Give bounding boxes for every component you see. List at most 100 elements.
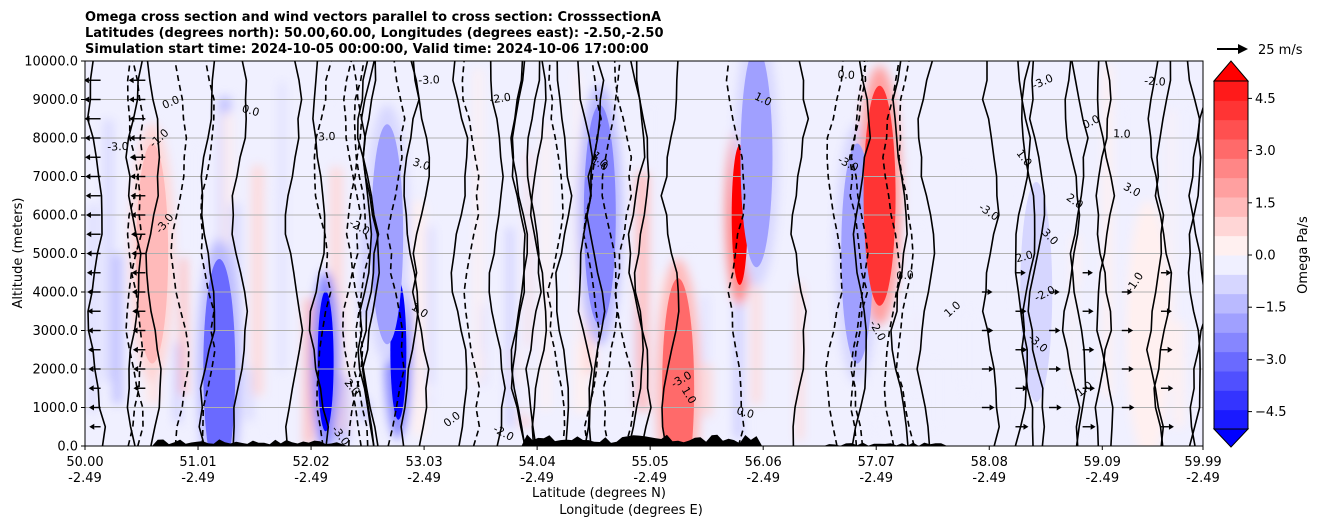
wind-vector [1160, 308, 1172, 315]
wind-vector [1121, 404, 1135, 411]
colorbar-tick-label: −4.5 [1255, 405, 1287, 420]
omega-streak [175, 342, 181, 423]
omega-contour-line [895, 61, 915, 446]
wind-vector [88, 346, 101, 353]
omega-contour-line [308, 61, 330, 446]
x-tick-lon-label: -2.49 [294, 471, 328, 486]
omega-contour-line [1096, 61, 1116, 446]
colorbar-tick-label: 3.0 [1255, 144, 1276, 159]
colorbar-segment [1214, 409, 1248, 430]
wind-vector [1121, 289, 1133, 295]
wind-vector [86, 269, 101, 276]
wind-vector [87, 289, 101, 295]
y-axis-label: Altitude (meters) [11, 198, 26, 309]
colorbar-segment [1214, 81, 1248, 101]
wind-vector [1049, 404, 1062, 411]
omega-streak [266, 191, 272, 440]
omega-streak [583, 290, 596, 375]
omega-streak [1079, 378, 1090, 434]
wind-vector [85, 115, 101, 122]
wind-vector [85, 135, 101, 141]
y-tick-label: 4000.0 [33, 286, 79, 301]
colorbar: 4.5 3.0 1.5 0.0 −1.5 −3.0 −4.5 [1212, 60, 1287, 448]
omega-contour-line [386, 61, 406, 446]
omega-contour-line [126, 61, 145, 446]
wind-vector [1015, 269, 1026, 276]
colorbar-segment [1214, 255, 1248, 275]
omega-contour-line [1061, 61, 1081, 446]
title-line-1: Omega cross section and wind vectors par… [85, 10, 661, 25]
omega-streak [959, 164, 969, 388]
x-axis-label-lat: Latitude (degrees N) [532, 486, 666, 501]
omega-contour-line [916, 61, 936, 446]
colorbar-segment [1214, 293, 1248, 314]
omega-contour-line [633, 61, 652, 446]
colorbar-tick-label: 1.5 [1255, 196, 1276, 211]
omega-contours: 1.01.00.0-2.01.0-1.02.0-1.00.01.0-3.01.0… [86, 61, 1203, 446]
wind-vector [88, 366, 101, 372]
wind-vector [1160, 269, 1172, 276]
omega-contour-line [400, 61, 420, 446]
omega-feature [863, 85, 896, 306]
colorbar-segment [1214, 197, 1248, 217]
omega-streak [507, 227, 513, 428]
wind-vector [1160, 346, 1173, 353]
omega-streak [593, 370, 607, 408]
wind-vector [130, 192, 146, 199]
contour-label: -3.0 [418, 73, 440, 87]
wind-vector [88, 385, 101, 392]
wind-vector [128, 77, 146, 84]
y-tick-label: 6000.0 [33, 209, 79, 224]
omega-contour-line [284, 61, 304, 446]
wind-vector [129, 115, 146, 122]
colorbar-segment [1214, 216, 1248, 237]
omega-feature [203, 259, 236, 446]
wind-vector [1015, 308, 1027, 315]
colorbar-segment [1214, 177, 1248, 198]
wind-vector [85, 96, 101, 103]
contour-label: 0.0 [160, 93, 181, 112]
wind-vector [85, 154, 101, 161]
omega-streak [1075, 283, 1087, 390]
omega-contour-line [890, 61, 909, 446]
omega-contour-line [345, 61, 364, 446]
y-tick-label: 9000.0 [33, 93, 79, 108]
contour-label: 0.0 [735, 404, 755, 421]
wind-reference-label: 25 m/s [1258, 43, 1303, 58]
omega-streak [474, 68, 483, 384]
omega-contour-line [851, 61, 872, 446]
omega-streak [628, 367, 639, 428]
omega-contour-line [582, 61, 602, 446]
omega-streak [735, 237, 746, 439]
x-tick-lon-label: -2.49 [407, 471, 441, 486]
omega-contour-line [1069, 61, 1089, 446]
x-tick-lon-label: -2.49 [520, 471, 554, 486]
y-tick-label: 0.0 [57, 440, 78, 455]
wind-vector [981, 366, 994, 372]
wind-vector [1015, 385, 1028, 392]
wind-vector [87, 308, 101, 315]
omega-streak [648, 102, 654, 401]
omega-contour-line [1027, 61, 1046, 446]
colorbar-tick-label: −1.5 [1255, 301, 1287, 316]
contour-label: -2.0 [1144, 74, 1166, 88]
wind-vector [1082, 308, 1094, 315]
wind-vector [132, 346, 146, 353]
omega-streak [304, 298, 314, 445]
x-tick-lon-label: -2.49 [633, 471, 667, 486]
y-tick-label: 7000.0 [33, 170, 79, 185]
wind-vector [1082, 346, 1095, 353]
wind-vectors [85, 77, 1174, 430]
colorbar-segment [1214, 371, 1248, 391]
wind-vector [85, 192, 101, 199]
omega-contour-line [613, 61, 635, 446]
wind-vector [131, 269, 146, 276]
omega-feature [740, 61, 773, 268]
omega-contour-line [361, 61, 381, 446]
wind-reference: 25 m/s [1217, 43, 1303, 58]
omega-streak [702, 295, 708, 419]
colorbar-segment [1214, 332, 1248, 353]
omega-contour-line [529, 61, 548, 446]
omega-contour-line [882, 61, 902, 446]
omega-streak [741, 189, 749, 439]
